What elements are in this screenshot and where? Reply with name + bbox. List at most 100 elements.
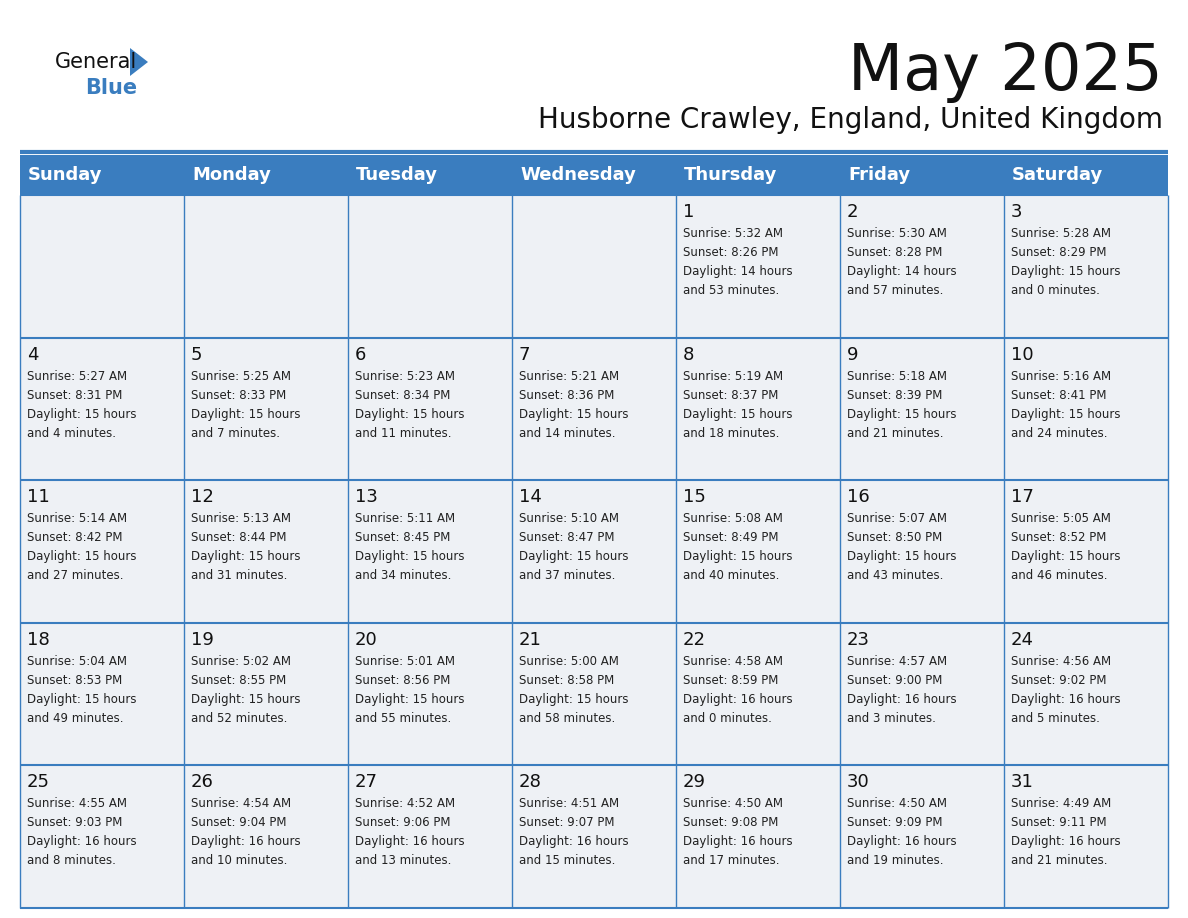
Text: Sunset: 9:09 PM: Sunset: 9:09 PM bbox=[847, 816, 942, 829]
Text: Sunrise: 5:14 AM: Sunrise: 5:14 AM bbox=[27, 512, 127, 525]
Text: 17: 17 bbox=[1011, 488, 1034, 506]
Text: Sunrise: 4:49 AM: Sunrise: 4:49 AM bbox=[1011, 798, 1111, 811]
Text: Sunset: 9:02 PM: Sunset: 9:02 PM bbox=[1011, 674, 1106, 687]
Text: Sunset: 8:53 PM: Sunset: 8:53 PM bbox=[27, 674, 122, 687]
Bar bbox=[20, 622, 184, 766]
Bar bbox=[1004, 155, 1168, 195]
Text: 9: 9 bbox=[847, 345, 859, 364]
Text: Sunrise: 5:27 AM: Sunrise: 5:27 AM bbox=[27, 370, 127, 383]
Text: Saturday: Saturday bbox=[1012, 166, 1104, 184]
Text: Daylight: 14 hours: Daylight: 14 hours bbox=[683, 265, 792, 278]
Text: 26: 26 bbox=[191, 773, 214, 791]
Bar bbox=[184, 155, 348, 195]
Text: Daylight: 16 hours: Daylight: 16 hours bbox=[683, 693, 792, 706]
Text: and 55 minutes.: and 55 minutes. bbox=[355, 711, 451, 725]
Text: Daylight: 15 hours: Daylight: 15 hours bbox=[191, 693, 301, 706]
Text: Daylight: 16 hours: Daylight: 16 hours bbox=[683, 835, 792, 848]
Bar bbox=[676, 766, 840, 908]
Bar bbox=[840, 480, 1004, 622]
Text: Sunrise: 4:55 AM: Sunrise: 4:55 AM bbox=[27, 798, 127, 811]
Text: 14: 14 bbox=[519, 488, 542, 506]
Text: Sunset: 9:11 PM: Sunset: 9:11 PM bbox=[1011, 816, 1107, 829]
Text: Daylight: 15 hours: Daylight: 15 hours bbox=[519, 550, 628, 564]
Text: Sunrise: 5:25 AM: Sunrise: 5:25 AM bbox=[191, 370, 291, 383]
Bar bbox=[512, 338, 676, 480]
Text: Sunset: 8:44 PM: Sunset: 8:44 PM bbox=[191, 532, 286, 544]
Text: Sunset: 8:34 PM: Sunset: 8:34 PM bbox=[355, 388, 450, 401]
Text: and 53 minutes.: and 53 minutes. bbox=[683, 284, 779, 297]
Text: Sunset: 8:47 PM: Sunset: 8:47 PM bbox=[519, 532, 614, 544]
Text: Sunrise: 4:58 AM: Sunrise: 4:58 AM bbox=[683, 655, 783, 667]
Bar bbox=[676, 480, 840, 622]
Bar bbox=[840, 155, 1004, 195]
Bar bbox=[1004, 338, 1168, 480]
Bar bbox=[840, 622, 1004, 766]
Text: 1: 1 bbox=[683, 203, 694, 221]
Text: Sunset: 8:45 PM: Sunset: 8:45 PM bbox=[355, 532, 450, 544]
Text: Sunrise: 4:57 AM: Sunrise: 4:57 AM bbox=[847, 655, 947, 667]
Text: Sunset: 9:03 PM: Sunset: 9:03 PM bbox=[27, 816, 122, 829]
Text: Daylight: 15 hours: Daylight: 15 hours bbox=[847, 408, 956, 420]
Text: and 0 minutes.: and 0 minutes. bbox=[683, 711, 772, 725]
Text: 21: 21 bbox=[519, 631, 542, 649]
Text: Daylight: 15 hours: Daylight: 15 hours bbox=[191, 550, 301, 564]
Bar bbox=[676, 155, 840, 195]
Text: Daylight: 15 hours: Daylight: 15 hours bbox=[683, 550, 792, 564]
Bar bbox=[512, 480, 676, 622]
Bar bbox=[20, 480, 184, 622]
Text: 15: 15 bbox=[683, 488, 706, 506]
Bar bbox=[348, 338, 512, 480]
Text: Sunrise: 5:04 AM: Sunrise: 5:04 AM bbox=[27, 655, 127, 667]
Text: Sunset: 8:49 PM: Sunset: 8:49 PM bbox=[683, 532, 778, 544]
Text: Daylight: 15 hours: Daylight: 15 hours bbox=[1011, 550, 1120, 564]
Text: 5: 5 bbox=[191, 345, 202, 364]
Bar bbox=[348, 480, 512, 622]
Text: Daylight: 14 hours: Daylight: 14 hours bbox=[847, 265, 956, 278]
Bar bbox=[512, 622, 676, 766]
Text: Sunset: 8:31 PM: Sunset: 8:31 PM bbox=[27, 388, 122, 401]
Text: Daylight: 15 hours: Daylight: 15 hours bbox=[355, 693, 465, 706]
Text: Daylight: 16 hours: Daylight: 16 hours bbox=[847, 693, 956, 706]
Text: Sunrise: 5:23 AM: Sunrise: 5:23 AM bbox=[355, 370, 455, 383]
Text: Sunrise: 5:13 AM: Sunrise: 5:13 AM bbox=[191, 512, 291, 525]
Text: and 18 minutes.: and 18 minutes. bbox=[683, 427, 779, 440]
Text: Sunrise: 5:28 AM: Sunrise: 5:28 AM bbox=[1011, 227, 1111, 240]
Bar bbox=[348, 155, 512, 195]
Bar bbox=[676, 195, 840, 338]
Text: Sunrise: 5:05 AM: Sunrise: 5:05 AM bbox=[1011, 512, 1111, 525]
Bar bbox=[512, 155, 676, 195]
Text: Daylight: 16 hours: Daylight: 16 hours bbox=[1011, 693, 1120, 706]
Text: Sunset: 8:42 PM: Sunset: 8:42 PM bbox=[27, 532, 122, 544]
Text: 8: 8 bbox=[683, 345, 694, 364]
Text: and 0 minutes.: and 0 minutes. bbox=[1011, 284, 1100, 297]
Text: 4: 4 bbox=[27, 345, 38, 364]
Text: and 19 minutes.: and 19 minutes. bbox=[847, 855, 943, 868]
Bar bbox=[348, 766, 512, 908]
Text: Sunset: 9:08 PM: Sunset: 9:08 PM bbox=[683, 816, 778, 829]
Text: Sunrise: 5:11 AM: Sunrise: 5:11 AM bbox=[355, 512, 455, 525]
Text: Sunday: Sunday bbox=[29, 166, 102, 184]
Text: and 15 minutes.: and 15 minutes. bbox=[519, 855, 615, 868]
Text: and 34 minutes.: and 34 minutes. bbox=[355, 569, 451, 582]
Text: Sunset: 8:41 PM: Sunset: 8:41 PM bbox=[1011, 388, 1106, 401]
Text: Husborne Crawley, England, United Kingdom: Husborne Crawley, England, United Kingdo… bbox=[538, 106, 1163, 134]
Text: Sunrise: 5:19 AM: Sunrise: 5:19 AM bbox=[683, 370, 783, 383]
Text: and 31 minutes.: and 31 minutes. bbox=[191, 569, 287, 582]
Text: Daylight: 15 hours: Daylight: 15 hours bbox=[1011, 265, 1120, 278]
Text: Daylight: 16 hours: Daylight: 16 hours bbox=[27, 835, 137, 848]
Text: 10: 10 bbox=[1011, 345, 1034, 364]
Text: and 57 minutes.: and 57 minutes. bbox=[847, 284, 943, 297]
Text: and 14 minutes.: and 14 minutes. bbox=[519, 427, 615, 440]
Text: Sunset: 8:28 PM: Sunset: 8:28 PM bbox=[847, 246, 942, 259]
Text: Daylight: 15 hours: Daylight: 15 hours bbox=[683, 408, 792, 420]
Text: Daylight: 15 hours: Daylight: 15 hours bbox=[27, 550, 137, 564]
Text: 16: 16 bbox=[847, 488, 870, 506]
Text: Sunrise: 5:00 AM: Sunrise: 5:00 AM bbox=[519, 655, 619, 667]
Text: and 13 minutes.: and 13 minutes. bbox=[355, 855, 451, 868]
Text: and 58 minutes.: and 58 minutes. bbox=[519, 711, 615, 725]
Text: Thursday: Thursday bbox=[684, 166, 777, 184]
Bar bbox=[184, 622, 348, 766]
Text: Sunrise: 5:02 AM: Sunrise: 5:02 AM bbox=[191, 655, 291, 667]
Text: Friday: Friday bbox=[848, 166, 910, 184]
Text: Sunset: 8:29 PM: Sunset: 8:29 PM bbox=[1011, 246, 1106, 259]
